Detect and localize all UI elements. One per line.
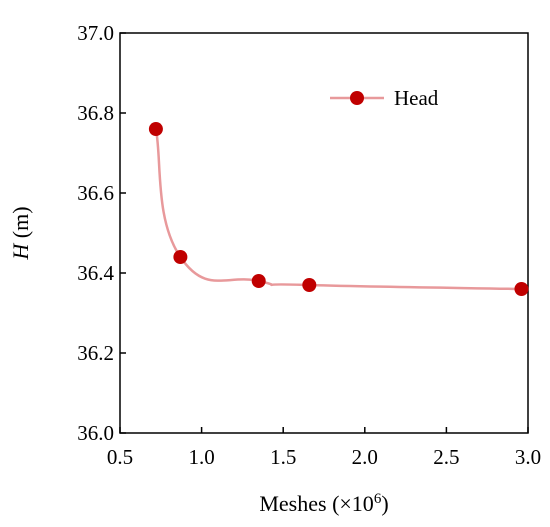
x-tick-label: 2.5 <box>433 445 459 469</box>
y-tick-label: 36.6 <box>77 181 114 205</box>
data-point <box>302 278 317 292</box>
legend-marker <box>350 91 364 105</box>
y-tick-label: 36.0 <box>77 421 114 445</box>
data-point <box>251 274 266 288</box>
y-tick-label: 36.8 <box>77 101 114 125</box>
legend-label: Head <box>394 86 439 110</box>
x-axis-title: Meshes (×106) <box>259 491 388 516</box>
y-axis-title: H (m) <box>8 206 33 260</box>
data-point <box>173 250 188 264</box>
x-tick-label: 1.5 <box>270 445 296 469</box>
series-group <box>148 122 529 296</box>
axis-ticks: 0.5 1.0 1.5 2.0 2.5 3.0 36.0 36.2 36.4 36.6 36.8 37… <box>77 21 541 469</box>
x-tick-label: 1.0 <box>188 445 214 469</box>
x-tick-label: 0.5 <box>107 445 133 469</box>
x-tick-label: 3.0 <box>515 445 541 469</box>
data-point <box>148 122 163 136</box>
y-tick-label: 36.2 <box>77 341 114 365</box>
plot-area <box>119 32 529 434</box>
plot-frame <box>119 32 529 434</box>
data-point <box>514 282 529 296</box>
y-tick-label: 36.4 <box>77 261 114 285</box>
legend: Head <box>330 86 439 110</box>
series-line <box>154 128 522 291</box>
x-tick-label: 2.0 <box>352 445 378 469</box>
y-tick-label: 37.0 <box>77 21 114 45</box>
